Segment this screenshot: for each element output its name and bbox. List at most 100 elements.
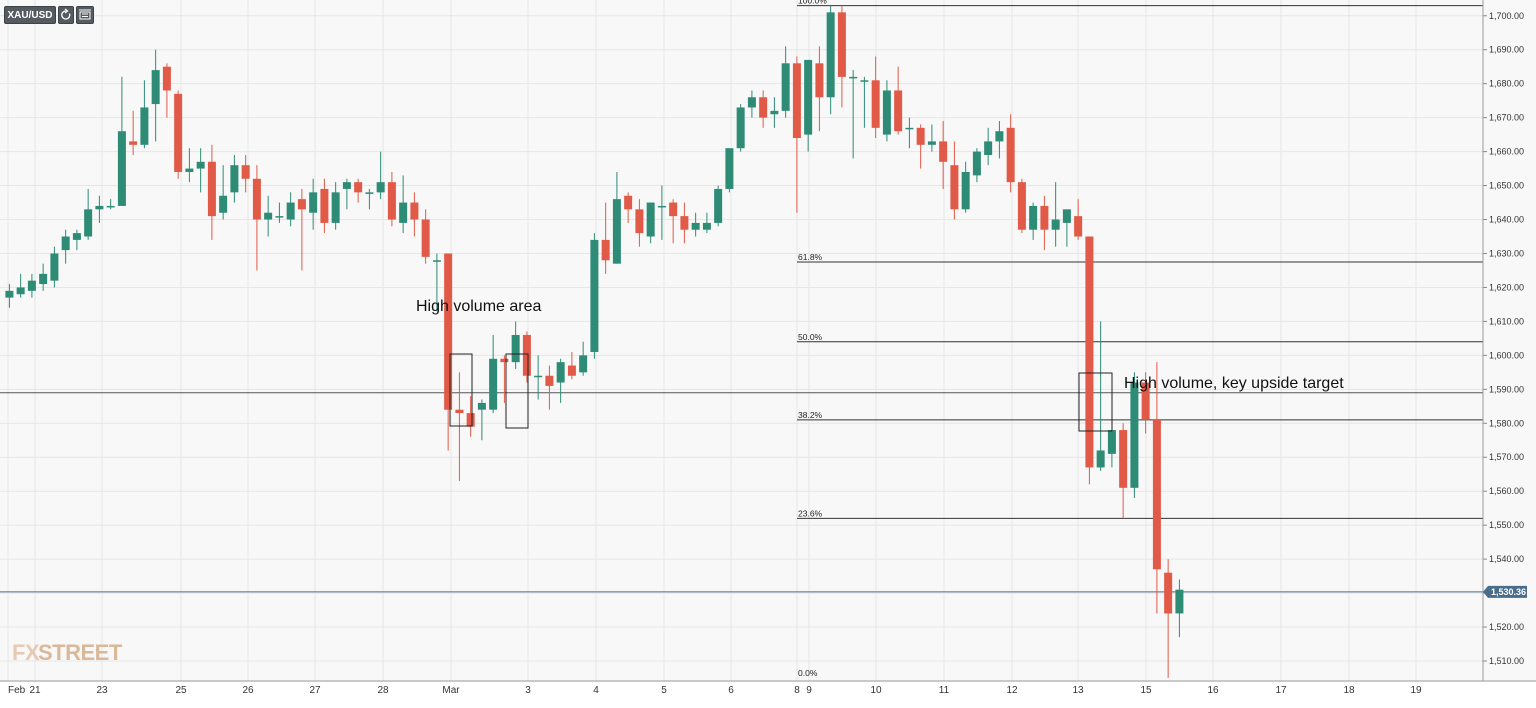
candle	[1040, 195, 1049, 251]
candle	[399, 175, 408, 234]
candle-body	[477, 402, 486, 410]
candle	[61, 229, 70, 264]
refresh-button[interactable]	[58, 6, 74, 24]
candle	[871, 56, 880, 139]
candle	[770, 97, 779, 128]
candle-body	[162, 66, 171, 91]
candle	[140, 80, 149, 149]
candle	[792, 56, 801, 213]
candle	[207, 144, 216, 240]
candle	[590, 233, 599, 359]
x-tick-label: Mar	[442, 685, 460, 696]
candle-body	[432, 260, 441, 262]
candle	[1130, 372, 1139, 498]
y-tick-label: 1,670.00	[1489, 113, 1524, 123]
candle-body	[747, 97, 756, 108]
annotation-upside-target: High volume, key upside target	[1124, 375, 1344, 392]
x-tick-label: 28	[377, 685, 389, 696]
candle-body	[579, 355, 588, 373]
candle-body	[972, 151, 981, 176]
candle-body	[1006, 127, 1015, 183]
candle-body	[624, 195, 633, 210]
candle-body	[1040, 205, 1049, 230]
candle	[714, 185, 723, 227]
candle-body	[444, 253, 453, 410]
symbol-button[interactable]: XAU/USD	[4, 6, 56, 24]
candle-body	[837, 12, 846, 77]
candle	[320, 178, 329, 234]
candle	[534, 355, 543, 400]
candle-body	[61, 236, 70, 251]
candle-body	[399, 202, 408, 223]
candle	[680, 202, 689, 244]
candle	[1029, 202, 1038, 240]
candle-body	[759, 97, 768, 118]
candle-body	[1062, 209, 1071, 223]
x-tick-label: 26	[242, 685, 254, 696]
candle-body	[410, 202, 419, 220]
candle-body	[151, 70, 160, 105]
candle	[219, 165, 228, 220]
candle-body	[365, 192, 374, 194]
y-tick-label: 1,560.00	[1489, 486, 1524, 496]
candle-body	[927, 141, 936, 145]
candle	[725, 148, 734, 193]
candle	[646, 202, 655, 244]
candle	[1141, 372, 1150, 434]
candle-body	[950, 165, 959, 210]
candle	[410, 192, 419, 237]
candle	[1085, 236, 1094, 485]
candle	[882, 80, 891, 142]
candle	[252, 165, 261, 271]
candle	[522, 331, 531, 383]
candle	[950, 141, 959, 220]
candle	[1096, 321, 1105, 471]
candle-body	[95, 205, 104, 210]
bar-style-button[interactable]	[76, 6, 94, 24]
candle	[376, 151, 385, 200]
x-tick-label: 6	[728, 685, 734, 696]
x-tick-label: 4	[593, 685, 599, 696]
candle	[1107, 430, 1116, 468]
fxstreet-logo: FX STREET	[12, 640, 123, 665]
candle	[1006, 114, 1015, 193]
candle	[387, 171, 396, 227]
candle	[72, 229, 81, 251]
y-tick-label: 1,660.00	[1489, 147, 1524, 157]
candle-body	[219, 195, 228, 213]
candle-body	[174, 93, 183, 172]
candle-body	[196, 161, 205, 169]
candle	[286, 192, 295, 227]
candle	[1152, 362, 1161, 614]
fib-level-label: 61.8%	[798, 252, 823, 262]
candle	[961, 161, 970, 213]
candle-body	[309, 192, 318, 213]
candle-body	[1107, 430, 1116, 454]
y-tick-label: 1,690.00	[1489, 45, 1524, 55]
candle-body	[1175, 589, 1184, 614]
highlight-box	[505, 353, 529, 429]
candle-body	[1085, 236, 1094, 468]
candle	[781, 46, 790, 118]
candle-body	[500, 358, 509, 363]
candle	[466, 396, 475, 437]
x-tick-label: 8	[794, 685, 800, 696]
candle	[151, 49, 160, 142]
candle	[432, 253, 441, 312]
candle-body	[556, 362, 565, 383]
candle	[84, 188, 93, 240]
candle-body	[27, 280, 36, 291]
candle	[657, 185, 666, 240]
candle-body	[331, 192, 340, 223]
candle-body	[106, 205, 115, 208]
candle	[1119, 423, 1128, 519]
candle-body	[545, 375, 554, 386]
candle-body	[466, 413, 475, 427]
bar-style-icon	[79, 9, 91, 20]
candle-body	[882, 90, 891, 135]
candle	[702, 212, 711, 234]
candle	[984, 127, 993, 166]
candle-body	[894, 90, 903, 132]
price-tag-shape	[1483, 585, 1527, 598]
